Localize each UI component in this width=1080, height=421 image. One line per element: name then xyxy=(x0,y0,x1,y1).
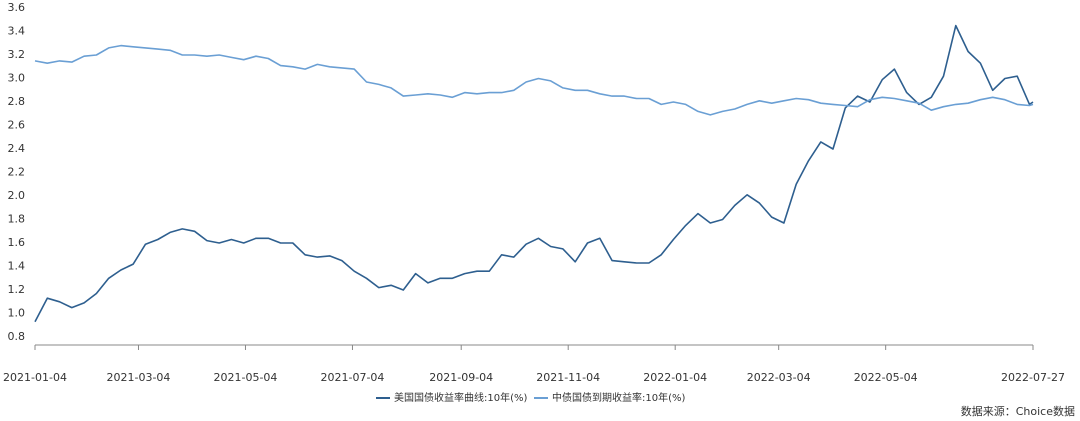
x-tick-label: 2021-05-04 xyxy=(214,371,278,384)
x-tick-label: 2021-11-04 xyxy=(536,371,600,384)
y-tick-label: 2.0 xyxy=(8,189,26,202)
y-tick-label: 3.4 xyxy=(8,25,26,38)
y-tick-label: 3.6 xyxy=(8,1,26,14)
y-tick-label: 2.8 xyxy=(8,95,26,108)
y-tick-label: 2.2 xyxy=(8,166,26,179)
y-tick-label: 3.0 xyxy=(8,72,26,85)
y-tick-label: 0.8 xyxy=(8,330,26,343)
x-tick-label: 2022-03-04 xyxy=(747,371,811,384)
x-tick-label: 2022-05-04 xyxy=(854,371,918,384)
y-tick-label: 1.0 xyxy=(8,307,26,320)
x-tick-label: 2021-01-04 xyxy=(3,371,67,384)
y-tick-label: 1.6 xyxy=(8,236,26,249)
y-tick-label: 2.4 xyxy=(8,142,26,155)
y-tick-label: 2.6 xyxy=(8,119,26,132)
series-line xyxy=(34,44,1034,116)
y-tick-label: 1.8 xyxy=(8,213,26,226)
series-line xyxy=(34,24,1034,323)
x-tick-label: 2021-03-04 xyxy=(107,371,171,384)
source-note: 数据来源：Choice数据 xyxy=(961,404,1075,418)
legend-label: 中债国债到期收益率:10年(%) xyxy=(552,391,685,404)
y-tick-label: 3.2 xyxy=(8,48,26,61)
y-tick-label: 1.2 xyxy=(8,283,26,296)
x-tick-label: 2022-01-04 xyxy=(643,371,707,384)
legend-label: 美国国债收益率曲线:10年(%) xyxy=(394,391,527,404)
x-tick-label: 2021-07-04 xyxy=(320,371,384,384)
x-tick-label: 2021-09-04 xyxy=(429,371,493,384)
x-tick-label: 2022-07-27 xyxy=(1001,371,1065,384)
y-tick-label: 1.4 xyxy=(8,260,26,273)
